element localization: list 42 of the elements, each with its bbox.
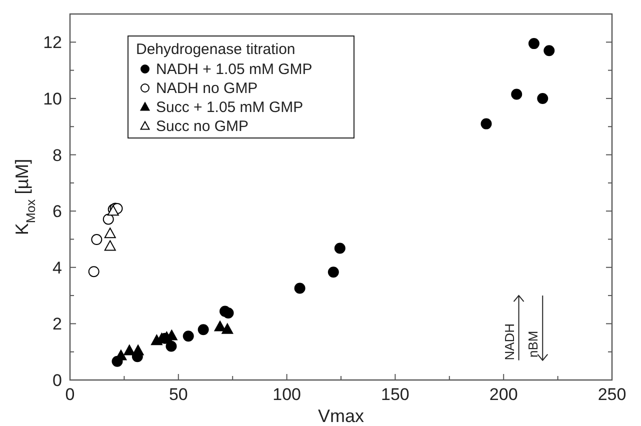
legend-label: NADH + 1.05 mM GMP <box>156 61 312 78</box>
point <box>102 214 114 225</box>
y-tick-label: 10 <box>43 89 62 108</box>
x-axis-title: Vmax <box>318 406 364 426</box>
legend-label: Succ no GMP <box>156 118 249 135</box>
y-tick-label: 12 <box>43 33 62 52</box>
point <box>88 266 100 278</box>
point <box>198 324 209 336</box>
legend-label: Succ + 1.05 mM GMP <box>156 99 304 116</box>
point <box>294 282 306 294</box>
x-tick-label: 250 <box>598 385 626 404</box>
point <box>544 45 555 56</box>
y-tick-label: 2 <box>52 314 62 334</box>
point <box>104 228 116 238</box>
legend-title: Dehydrogenase titration <box>136 41 296 58</box>
x-tick-label: 0 <box>65 385 75 404</box>
point <box>91 234 102 246</box>
y-tick-label: 6 <box>52 202 62 222</box>
annotation: nBM <box>526 330 541 358</box>
point <box>222 323 234 334</box>
point <box>166 340 177 352</box>
y-tick-label: 0 <box>52 371 62 390</box>
point <box>132 344 144 356</box>
legend-label: NADH no GMP <box>156 80 258 97</box>
y-tick-label: 4 <box>52 258 62 278</box>
point <box>511 88 522 100</box>
x-tick-label: 200 <box>489 385 518 404</box>
point <box>334 242 346 254</box>
point <box>328 266 339 278</box>
point <box>528 38 540 50</box>
point <box>182 330 194 342</box>
point <box>214 320 226 332</box>
point <box>104 240 116 251</box>
x-tick-label: 100 <box>272 385 301 404</box>
point <box>222 307 234 318</box>
annotation: NADH <box>502 323 517 360</box>
point <box>537 92 548 104</box>
y-tick-label: 8 <box>52 146 62 165</box>
x-tick-label: 150 <box>381 385 410 404</box>
x-tick-label: 50 <box>168 385 188 404</box>
point <box>480 118 492 130</box>
point <box>124 344 136 356</box>
